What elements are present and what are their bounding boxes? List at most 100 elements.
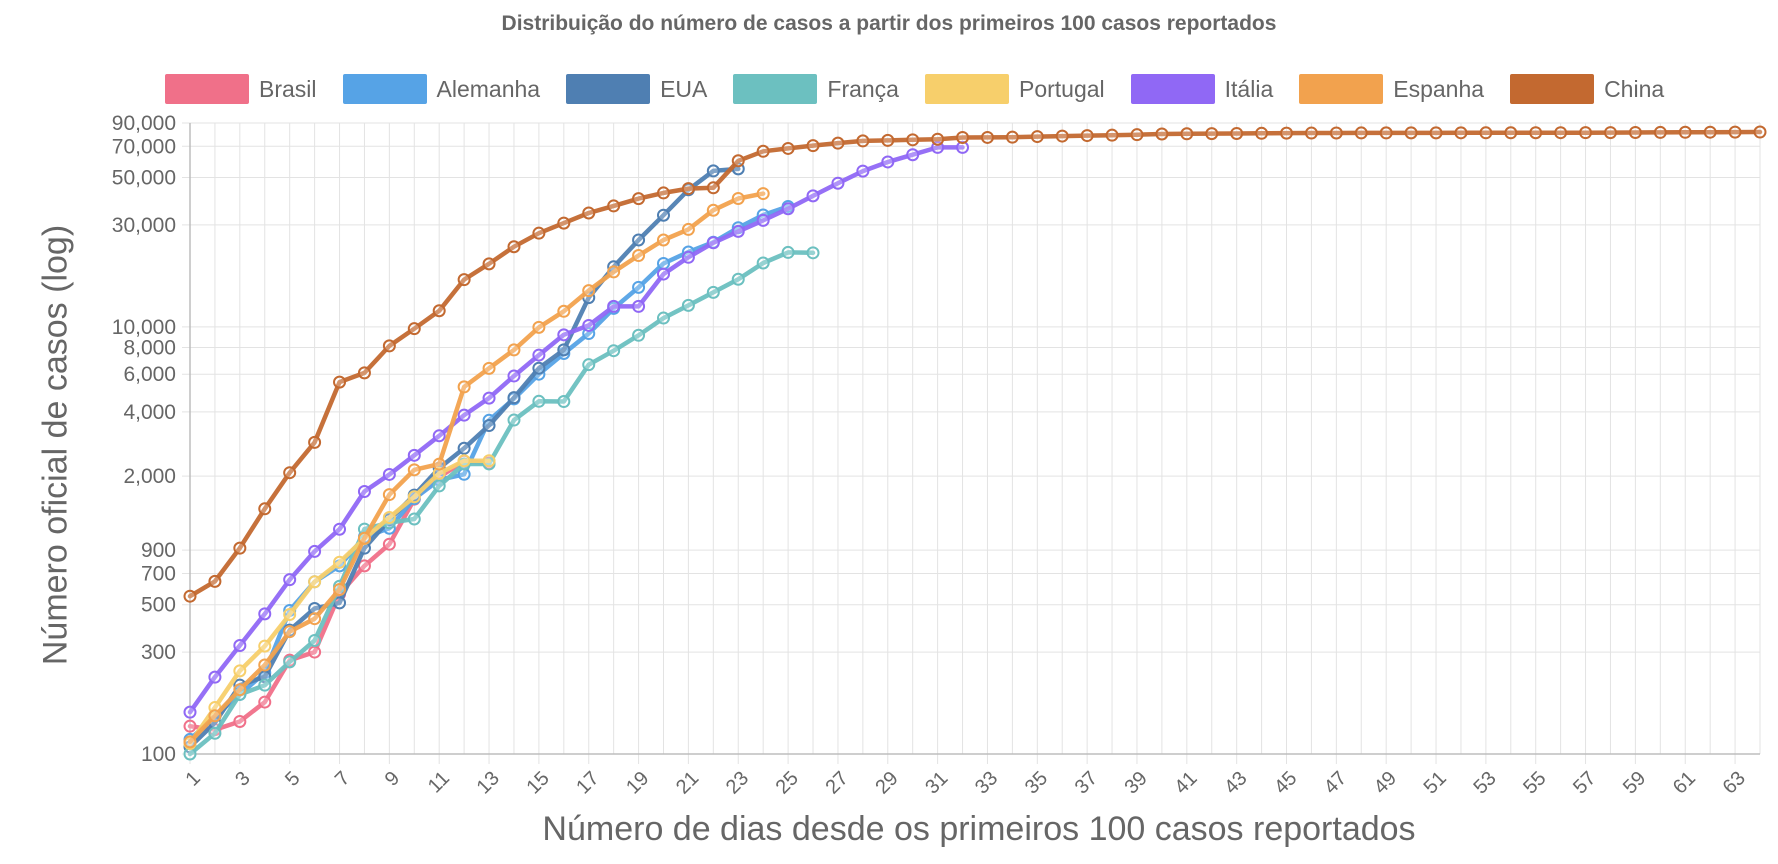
data-point (956, 140, 970, 154)
x-tick-label: 7 (331, 767, 354, 790)
data-point (482, 419, 496, 433)
series-line-itália (187, 145, 965, 715)
data-point (706, 164, 720, 178)
data-point (457, 441, 471, 455)
data-point (856, 134, 870, 148)
legend-item-itália[interactable]: Itália (1130, 71, 1273, 107)
data-point (1454, 126, 1468, 140)
x-tick-label: 39 (1121, 767, 1152, 798)
legend-swatch (1299, 74, 1384, 104)
data-point (258, 658, 272, 672)
data-point (532, 226, 546, 240)
data-point (432, 429, 446, 443)
data-point (632, 249, 646, 263)
x-tick-label: 55 (1519, 767, 1550, 798)
data-point (308, 435, 322, 449)
data-point (283, 607, 297, 621)
data-point (308, 645, 322, 659)
data-point (407, 512, 421, 526)
legend-item-portugal[interactable]: Portugal (924, 71, 1105, 107)
x-tick-label: 37 (1071, 767, 1102, 798)
legend-label: Alemanha (436, 75, 541, 102)
data-point (781, 245, 795, 259)
data-point (333, 522, 347, 536)
data-point (681, 182, 695, 196)
data-point (1653, 125, 1667, 139)
data-point (258, 695, 272, 709)
data-point (706, 203, 720, 217)
data-point (656, 311, 670, 325)
data-point (557, 343, 571, 357)
x-tick-label: 51 (1420, 767, 1451, 798)
data-point (507, 391, 521, 405)
data-point (507, 240, 521, 254)
y-tick-label: 70,000 (112, 135, 176, 158)
data-point (980, 130, 994, 144)
data-point (1404, 126, 1418, 140)
data-point (532, 348, 546, 362)
x-tick-label: 5 (281, 767, 304, 790)
legend-label: Espanha (1393, 75, 1485, 102)
data-point (233, 541, 247, 555)
y-tick-label: 700 (141, 562, 176, 585)
data-point (382, 488, 396, 502)
data-point (283, 573, 297, 587)
data-point (1304, 126, 1318, 140)
x-tick-label: 63 (1719, 767, 1750, 798)
data-point (308, 633, 322, 647)
data-point (706, 181, 720, 195)
data-point (557, 216, 571, 230)
data-point (806, 189, 820, 203)
series-line-portugal (187, 458, 492, 746)
data-point (233, 683, 247, 697)
legend-item-frança[interactable]: França (733, 71, 899, 107)
data-point (632, 233, 646, 247)
x-axis-title: Número de dias desde os primeiros 100 ca… (542, 810, 1416, 848)
data-point (482, 361, 496, 375)
x-tick-label: 33 (971, 767, 1002, 798)
data-point (1678, 125, 1692, 139)
data-point (881, 155, 895, 169)
data-point (1255, 126, 1269, 140)
data-point (382, 537, 396, 551)
data-point (1603, 126, 1617, 140)
x-tick-label: 61 (1669, 767, 1700, 798)
data-point (607, 299, 621, 313)
data-point (1579, 126, 1593, 140)
data-point (382, 339, 396, 353)
y-axis-title: Número oficial de casos (log) (36, 224, 75, 666)
data-point (283, 466, 297, 480)
data-point (632, 280, 646, 294)
data-point (582, 206, 596, 220)
legend-item-china[interactable]: China (1510, 71, 1664, 107)
x-tick-label: 35 (1021, 767, 1052, 798)
data-point (208, 726, 222, 740)
x-tick-label: 47 (1320, 767, 1351, 798)
data-point (457, 273, 471, 287)
data-point (632, 192, 646, 206)
data-point (806, 139, 820, 153)
legend-item-eua[interactable]: EUA (566, 71, 707, 107)
data-point (183, 719, 197, 733)
data-point (607, 344, 621, 358)
data-point (931, 132, 945, 146)
data-point (731, 154, 745, 168)
data-point (432, 466, 446, 480)
data-point (956, 130, 970, 144)
data-point (407, 322, 421, 336)
data-point (906, 133, 920, 147)
legend-item-espanha[interactable]: Espanha (1299, 71, 1484, 107)
data-point (1479, 126, 1493, 140)
y-tick-label: 100 (141, 743, 176, 766)
data-point (1728, 125, 1742, 139)
legend-item-brasil[interactable]: Brasil (165, 71, 317, 107)
data-point (457, 408, 471, 422)
data-point (831, 136, 845, 150)
legend-item-alemanha[interactable]: Alemanha (342, 71, 541, 107)
data-point (1554, 126, 1568, 140)
series-line-frança (187, 250, 816, 757)
data-point (632, 328, 646, 342)
data-point (582, 318, 596, 332)
x-tick-label: 41 (1170, 767, 1201, 798)
